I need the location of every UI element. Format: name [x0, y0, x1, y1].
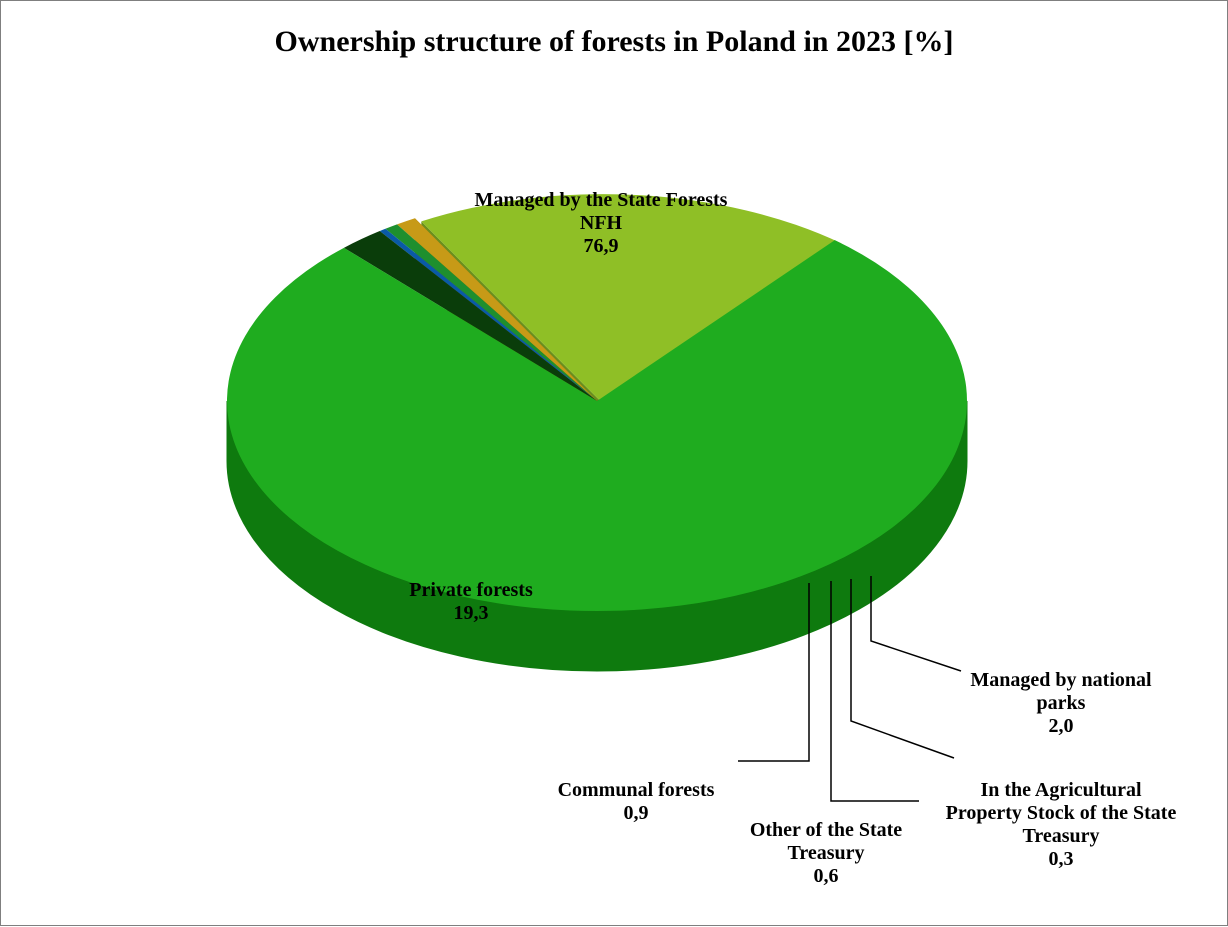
slice-label-name: Managed by the State Forests NFH — [471, 189, 731, 235]
slice-label-name: Other of the State Treasury — [721, 819, 931, 865]
slice-label-1: Managed by national parks2,0 — [946, 669, 1176, 738]
slice-label-value: 2,0 — [946, 715, 1176, 738]
slice-label-5: Private forests19,3 — [371, 579, 571, 625]
slice-label-name: Private forests — [371, 579, 571, 602]
slice-label-value: 0,6 — [721, 865, 931, 888]
slice-label-4: Communal forests0,9 — [531, 779, 741, 825]
slice-label-name: In the Agricultural Property Stock of th… — [941, 779, 1181, 848]
slice-label-value: 76,9 — [471, 235, 731, 258]
slice-label-value: 19,3 — [371, 602, 571, 625]
slice-label-name: Communal forests — [531, 779, 741, 802]
slice-label-value: 0,9 — [531, 802, 741, 825]
slice-label-value: 0,3 — [941, 848, 1181, 871]
slice-label-3: Other of the State Treasury0,6 — [721, 819, 931, 888]
slice-label-0: Managed by the State Forests NFH76,9 — [471, 189, 731, 258]
chart-frame: Ownership structure of forests in Poland… — [0, 0, 1228, 926]
slice-label-2: In the Agricultural Property Stock of th… — [941, 779, 1181, 871]
slice-label-name: Managed by national parks — [946, 669, 1176, 715]
